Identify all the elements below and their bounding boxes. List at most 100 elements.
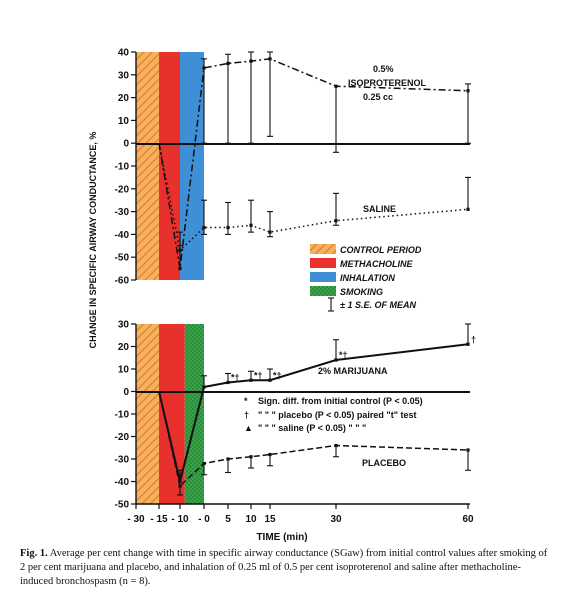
note-symbol: †: [244, 410, 249, 420]
x-tick-label: 60: [462, 514, 474, 525]
data-point: [226, 225, 230, 230]
data-point: [334, 219, 338, 223]
legend-label: SMOKING: [340, 287, 383, 297]
x-tick-label: 15: [264, 514, 276, 525]
band-1-0: [136, 324, 159, 504]
legend-swatch-2: [310, 272, 336, 282]
data-point: [466, 89, 470, 93]
y-tick-label: 30: [118, 70, 130, 81]
point-marker: *†: [231, 373, 240, 383]
caption-text: Average per cent change with time in spe…: [20, 548, 548, 587]
note-text: Sign. diff. from initial control (P < 0.…: [258, 396, 423, 406]
caption-label: Fig. 1.: [20, 548, 48, 559]
data-point: [249, 455, 253, 459]
data-point: [466, 342, 470, 346]
data-point: [178, 484, 182, 488]
x-axis-label: TIME (min): [256, 532, 307, 543]
y-tick-label: 0: [123, 387, 129, 398]
legend-sem-label: ± 1 S.E. OF MEAN: [340, 300, 416, 310]
note-text: " " " saline (P < 0.05) " " ": [258, 423, 366, 433]
note-text: " " " placebo (P < 0.05) paired "t" test: [258, 410, 416, 420]
legend: CONTROL PERIOD METHACHOLINE INHALATION SMOK…: [310, 244, 422, 312]
data-point: [226, 61, 230, 65]
legend-swatch-1: [310, 258, 336, 268]
x-tick-label: - 15: [150, 514, 168, 525]
series-label: 0.25 cc: [363, 92, 393, 102]
point-marker: †: [471, 334, 476, 344]
band-1-2: [184, 324, 204, 504]
legend-swatch-3: [310, 286, 336, 296]
axes: 40 30 20 10 0 -10 -20 -30 -40 -50 -60 30 20 10 0 -10 -20…: [115, 48, 474, 526]
x-tick-label: 10: [245, 514, 257, 525]
series-label: PLACEBO: [362, 458, 406, 468]
data-point: [178, 248, 182, 252]
y-tick-label: 10: [118, 365, 130, 376]
data-point: [466, 448, 470, 452]
data-point: [334, 358, 338, 362]
point-marker: *†: [273, 370, 282, 380]
y-tick-label: -50: [115, 253, 130, 264]
y-tick-label: -50: [115, 500, 130, 511]
series-labels: 0.5% ISOPROTERENOL 0.25 cc SALINE 2% MARIJUA…: [318, 64, 427, 468]
y-tick-label: 0: [123, 139, 129, 150]
y-tick-label: 40: [118, 48, 130, 59]
data-point: [178, 267, 182, 271]
y-tick-label: -40: [115, 477, 130, 488]
y-tick-label: 20: [118, 93, 130, 104]
y-tick-label: 30: [118, 320, 130, 331]
legend-label: METHACHOLINE: [340, 259, 413, 269]
data-point: [249, 223, 253, 227]
y-tick-label: -20: [115, 184, 130, 195]
x-tick-label: 30: [330, 514, 342, 525]
data-point: [268, 452, 272, 457]
series-line-1-0: [158, 343, 469, 482]
y-tick-label: -10: [115, 410, 130, 421]
data-point: [249, 59, 253, 63]
y-tick-label: -60: [115, 276, 130, 287]
data-point: [268, 57, 272, 61]
data-point: [334, 84, 338, 88]
y-axis-label: CHANGE IN SPECIFIC AIRWAY CONDUCTANCE, %: [88, 132, 98, 349]
data-point: [466, 207, 470, 211]
y-tick-label: -10: [115, 162, 130, 173]
series-line-1-1: [158, 391, 469, 488]
y-tick-label: 20: [118, 342, 130, 353]
legend-swatch-0: [310, 244, 336, 254]
y-tick-label: -40: [115, 230, 130, 241]
y-tick-label: -30: [115, 207, 130, 218]
series-label: 2% MARIJUANA: [318, 366, 388, 376]
y-tick-label: -20: [115, 432, 130, 443]
data-point: [202, 225, 206, 230]
x-tick-label: - 0: [198, 514, 210, 525]
y-tick-label: -30: [115, 455, 130, 466]
data-point: [202, 66, 206, 70]
data-point: [226, 380, 230, 385]
x-tick-label: 5: [225, 514, 231, 525]
data-point: [268, 378, 272, 382]
legend-label: INHALATION: [340, 273, 395, 283]
data-point: [202, 385, 206, 389]
x-tick-label: - 10: [171, 514, 189, 525]
data-point: [178, 479, 182, 484]
legend-label: CONTROL PERIOD: [340, 245, 422, 255]
band-0-0: [136, 52, 159, 280]
data-point: [268, 230, 272, 234]
series: *† *† *†*††: [158, 51, 476, 496]
note-symbol: *: [244, 396, 248, 406]
significance-notes: * Sign. diff. from initial control (P < 0…: [244, 396, 423, 433]
data-point: [226, 457, 230, 461]
data-point: [249, 378, 253, 382]
band-0-1: [159, 52, 180, 280]
series-label: ISOPROTERENOL: [348, 78, 427, 88]
data-point: [334, 443, 338, 448]
y-tick-label: 10: [118, 116, 130, 127]
data-point: [202, 461, 206, 466]
note-symbol: ▲: [244, 423, 253, 433]
series-label: SALINE: [363, 204, 396, 214]
x-tick-label: - 30: [127, 514, 145, 525]
point-marker: *†: [254, 370, 263, 380]
series-label: 0.5%: [373, 64, 394, 74]
point-marker: *†: [339, 350, 348, 360]
figure-caption: Fig. 1. Average per cent change with tim…: [20, 547, 550, 589]
